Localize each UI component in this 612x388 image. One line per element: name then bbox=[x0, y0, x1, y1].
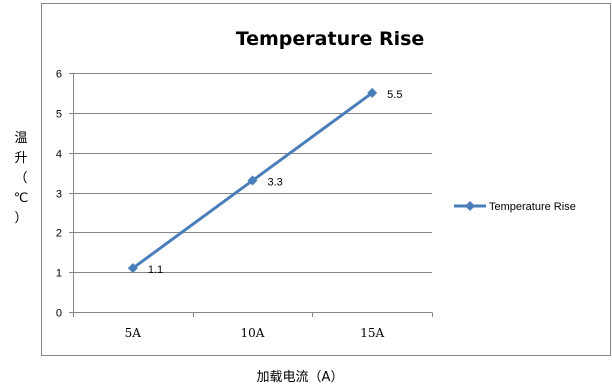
data-label: 1.1 bbox=[148, 264, 163, 276]
y-tick-label: 4 bbox=[56, 149, 62, 161]
y-axis-title-char: （ bbox=[14, 171, 27, 186]
chart-frame bbox=[41, 3, 611, 356]
y-axis-title-char: ） bbox=[14, 211, 27, 226]
legend-marker bbox=[465, 201, 475, 211]
y-tick-label: 3 bbox=[56, 189, 62, 201]
data-point bbox=[367, 87, 378, 98]
chart-title: Temperature Rise bbox=[236, 28, 425, 50]
data-label: 5.5 bbox=[387, 89, 402, 101]
y-axis-title-char: 温 bbox=[14, 131, 27, 146]
y-axis-title-char: ℃ bbox=[14, 191, 29, 206]
y-axis-ticks: 0 1 2 3 4 5 6 bbox=[56, 69, 74, 320]
x-tick-label: 5A bbox=[125, 326, 142, 340]
y-tick-label: 2 bbox=[56, 228, 62, 240]
x-tick-label: 10A bbox=[241, 326, 265, 340]
series-layer: 1.1 3.3 5.5 bbox=[127, 87, 402, 276]
x-tick-label: 15A bbox=[360, 326, 384, 340]
y-axis-title-char: 升 bbox=[14, 151, 27, 166]
data-point bbox=[247, 175, 258, 186]
y-tick-label: 0 bbox=[56, 308, 62, 320]
data-point bbox=[127, 263, 138, 274]
legend: Temperature Rise bbox=[454, 201, 576, 213]
y-tick-label: 6 bbox=[56, 69, 62, 81]
x-axis-title: 加载电流（A） bbox=[257, 370, 344, 385]
y-tick-label: 1 bbox=[56, 268, 62, 280]
legend-label: Temperature Rise bbox=[489, 201, 576, 213]
data-label: 3.3 bbox=[268, 177, 283, 189]
x-axis-ticks: 5A 10A 15A bbox=[73, 312, 433, 340]
y-tick-label: 5 bbox=[56, 109, 62, 121]
y-axis-title: 温升 （ ℃ ） bbox=[14, 131, 29, 226]
